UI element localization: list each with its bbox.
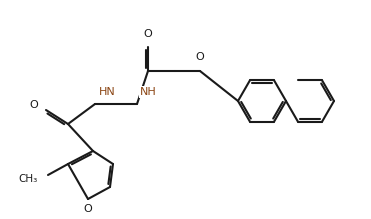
Text: NH: NH — [140, 87, 157, 97]
Text: O: O — [144, 29, 152, 39]
Text: O: O — [83, 204, 92, 214]
Text: O: O — [29, 100, 38, 110]
Text: O: O — [196, 52, 204, 62]
Text: HN: HN — [99, 87, 116, 97]
Text: CH₃: CH₃ — [19, 174, 38, 184]
